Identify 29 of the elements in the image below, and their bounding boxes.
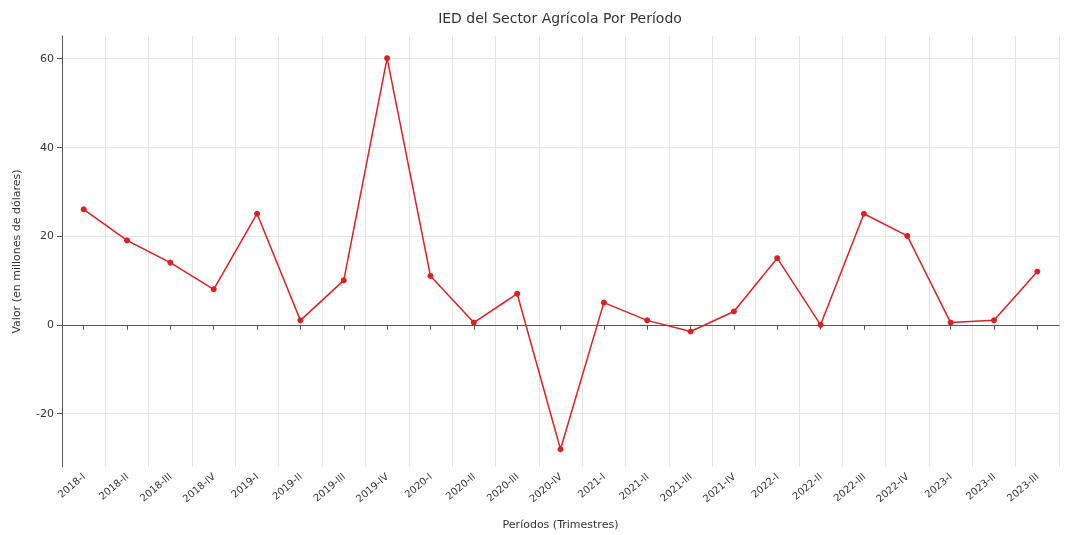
point <box>600 299 607 306</box>
point <box>210 286 217 293</box>
point <box>167 259 174 266</box>
point <box>904 232 911 239</box>
point <box>514 290 521 297</box>
y-tick-label: 40 <box>40 140 54 154</box>
point <box>947 319 954 326</box>
point <box>124 237 131 244</box>
point <box>557 446 564 453</box>
point <box>860 210 867 217</box>
point <box>384 55 391 62</box>
point <box>340 277 347 284</box>
y-tick-label: 20 <box>40 229 54 243</box>
x-axis-title: Períodos (Trimestres) <box>502 518 619 531</box>
point <box>644 317 651 324</box>
point <box>990 317 997 324</box>
y-tick-label: -20 <box>36 407 54 421</box>
point <box>687 328 694 335</box>
y-tick-label: 60 <box>40 51 54 65</box>
point <box>80 206 87 213</box>
y-axis-title: Valor (en millones de dólares) <box>10 169 23 334</box>
point <box>774 255 781 262</box>
point <box>730 308 737 315</box>
point <box>254 210 261 217</box>
point <box>297 317 304 324</box>
point <box>427 272 434 279</box>
y-tick-label: 0 <box>47 318 54 332</box>
point <box>470 319 477 326</box>
chart-title: IED del Sector Agrícola Por Período <box>438 10 682 26</box>
